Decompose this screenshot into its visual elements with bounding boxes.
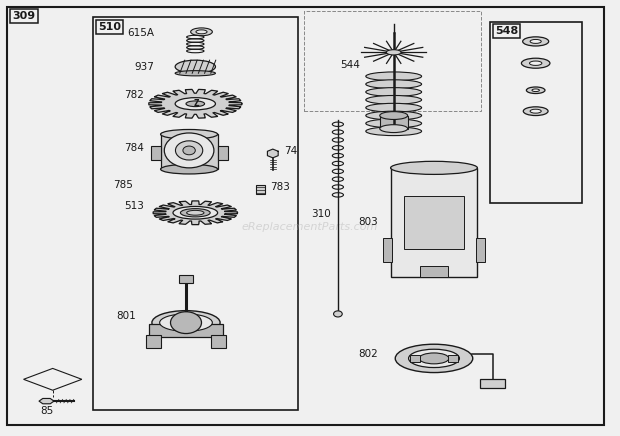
Ellipse shape	[532, 89, 539, 92]
Ellipse shape	[419, 353, 449, 364]
Text: 785: 785	[113, 181, 133, 190]
Ellipse shape	[366, 111, 422, 120]
Ellipse shape	[396, 344, 472, 372]
Bar	[218, 146, 228, 160]
Bar	[480, 379, 505, 388]
Bar	[410, 355, 420, 362]
Polygon shape	[267, 149, 278, 158]
Bar	[391, 168, 477, 277]
Bar	[420, 266, 448, 277]
Text: 310: 310	[311, 209, 330, 218]
Text: 784: 784	[124, 143, 144, 153]
Text: 782: 782	[124, 90, 144, 100]
Bar	[304, 11, 480, 111]
Ellipse shape	[366, 72, 422, 81]
Text: 548: 548	[495, 26, 518, 36]
Ellipse shape	[161, 129, 218, 139]
Ellipse shape	[191, 28, 212, 36]
Ellipse shape	[180, 209, 210, 217]
Text: 801: 801	[117, 311, 136, 321]
Ellipse shape	[175, 71, 216, 76]
Bar	[404, 196, 464, 249]
Text: eReplacementParts.com: eReplacementParts.com	[242, 222, 378, 232]
Bar	[149, 324, 223, 337]
Bar	[383, 238, 392, 262]
Bar	[93, 17, 298, 410]
Ellipse shape	[379, 125, 408, 133]
Text: 544: 544	[340, 61, 360, 70]
Ellipse shape	[366, 95, 422, 104]
Circle shape	[183, 146, 195, 155]
Bar	[179, 275, 193, 283]
Ellipse shape	[529, 61, 542, 65]
Ellipse shape	[530, 109, 541, 113]
Ellipse shape	[521, 58, 550, 68]
Ellipse shape	[152, 310, 220, 335]
Ellipse shape	[196, 30, 207, 34]
Circle shape	[175, 141, 203, 160]
Bar	[379, 116, 408, 129]
Ellipse shape	[523, 37, 549, 46]
Text: 937: 937	[134, 62, 154, 72]
Ellipse shape	[391, 161, 477, 174]
Ellipse shape	[366, 88, 422, 96]
Ellipse shape	[366, 127, 422, 136]
Ellipse shape	[409, 349, 459, 368]
Circle shape	[170, 312, 202, 334]
Ellipse shape	[386, 50, 401, 55]
Text: 513: 513	[124, 201, 144, 211]
Bar	[256, 185, 265, 194]
Text: 309: 309	[12, 11, 35, 21]
Ellipse shape	[366, 119, 422, 128]
Bar	[161, 134, 218, 169]
Polygon shape	[149, 89, 242, 118]
Text: 615A: 615A	[126, 28, 154, 37]
Circle shape	[334, 311, 342, 317]
Text: 85: 85	[40, 406, 53, 416]
Bar	[146, 335, 161, 348]
Bar	[151, 146, 161, 160]
Text: 74: 74	[284, 146, 297, 156]
Text: 783: 783	[270, 183, 290, 192]
Text: 802: 802	[358, 349, 378, 359]
Ellipse shape	[175, 98, 216, 110]
Ellipse shape	[173, 206, 218, 219]
Bar	[490, 22, 582, 203]
Text: Z: Z	[193, 99, 200, 108]
Polygon shape	[24, 368, 82, 390]
Ellipse shape	[187, 211, 204, 215]
Ellipse shape	[366, 80, 422, 89]
Ellipse shape	[366, 103, 422, 112]
Bar	[448, 355, 458, 362]
Ellipse shape	[530, 40, 541, 44]
Ellipse shape	[161, 164, 218, 174]
Ellipse shape	[379, 112, 408, 119]
Ellipse shape	[186, 101, 205, 107]
Ellipse shape	[160, 314, 212, 331]
Polygon shape	[153, 201, 237, 225]
Ellipse shape	[523, 107, 548, 116]
Polygon shape	[39, 399, 54, 404]
Text: 803: 803	[358, 218, 378, 227]
Circle shape	[164, 133, 214, 168]
Ellipse shape	[526, 87, 545, 93]
Bar	[476, 238, 485, 262]
Ellipse shape	[175, 60, 216, 73]
Text: 510: 510	[98, 22, 121, 32]
Bar	[211, 335, 226, 348]
